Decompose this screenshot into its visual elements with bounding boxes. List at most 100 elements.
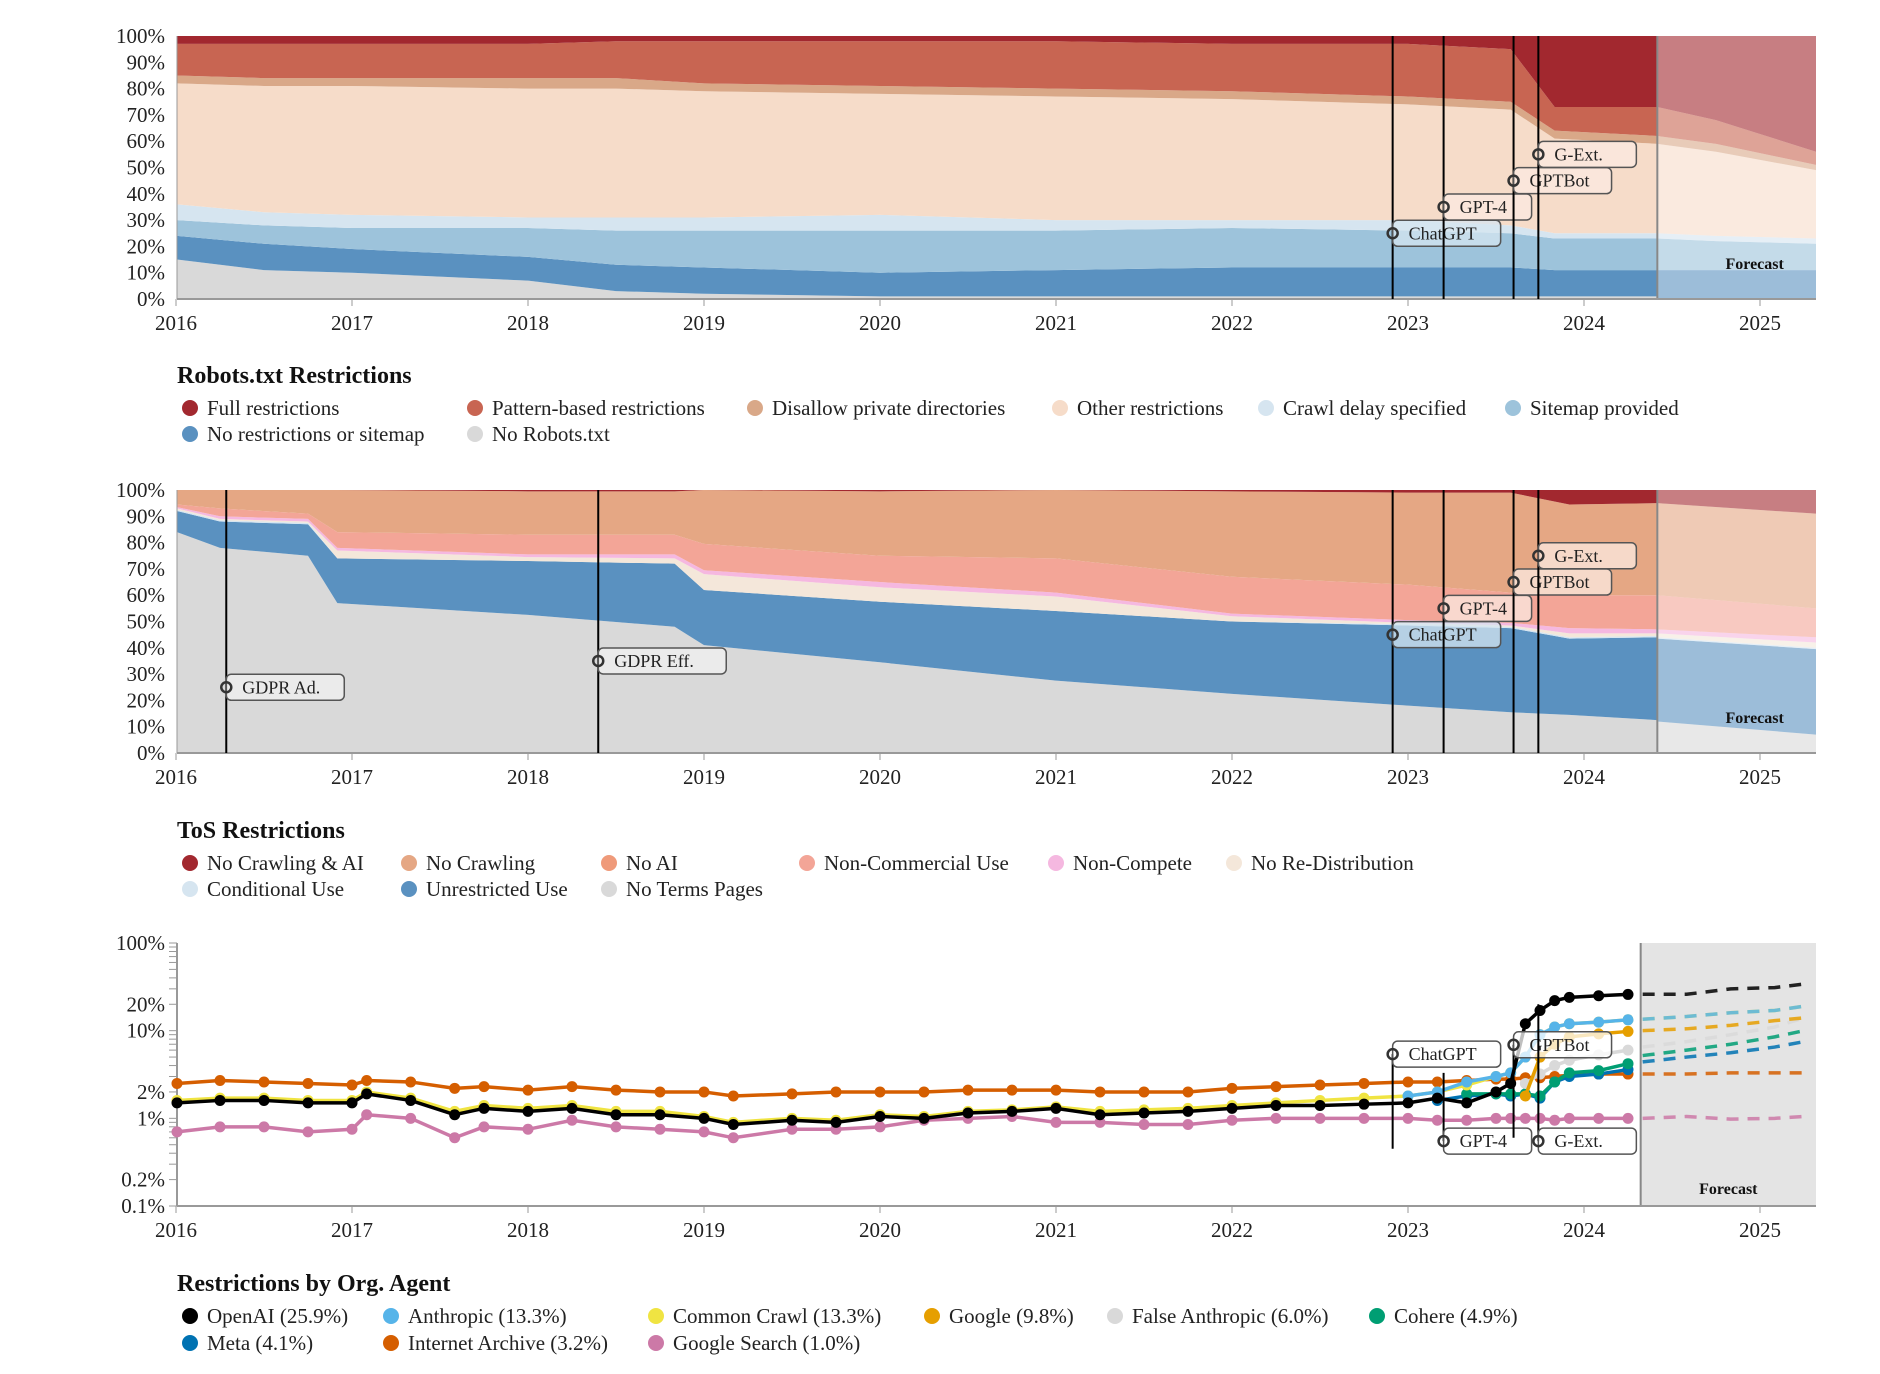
event-marker-icon xyxy=(1437,602,1450,615)
event-label: GPTBot xyxy=(1530,171,1590,191)
data-point-openai-25-9 xyxy=(1549,995,1561,1007)
y-tick-label: 50% xyxy=(127,610,166,634)
data-point-internet-archive-3-2 xyxy=(346,1079,358,1091)
y-tick-label: 2% xyxy=(137,1080,165,1104)
data-point-google-search-1-0 xyxy=(478,1121,490,1133)
data-point-openai-25-9 xyxy=(346,1097,358,1109)
legend-swatch-no-robots-txt xyxy=(467,426,483,442)
forecast-line-internet-archive-3-2 xyxy=(1642,1071,1804,1076)
legend-swatch-conditional-use xyxy=(182,881,198,897)
data-point-openai-25-9 xyxy=(302,1097,314,1109)
data-point-google-search-1-0 xyxy=(1050,1116,1062,1128)
data-point-openai-25-9 xyxy=(654,1109,666,1121)
data-point-openai-25-9 xyxy=(1094,1109,1106,1121)
data-point-google-search-1-0 xyxy=(1094,1116,1106,1128)
forecast-area-other-restrictions xyxy=(1657,143,1816,239)
legend-swatch-full-restrictions xyxy=(182,400,198,416)
series-area-other-restrictions xyxy=(177,83,1658,234)
forecast-area-conditional-use xyxy=(1657,637,1816,650)
legend-item-full-restrictions: Full restrictions xyxy=(207,396,339,420)
series-area-no-crawling-ai xyxy=(177,490,1658,505)
legend-swatch-non-commercial-use xyxy=(799,855,815,871)
data-point-openai-25-9 xyxy=(449,1109,461,1121)
legend-item-no-re-distribution: No Re-Distribution xyxy=(1251,851,1414,875)
forecast-area-no-terms-pages xyxy=(1657,721,1816,753)
forecast-line-false-anthropic-6-0 xyxy=(1642,1016,1805,1049)
y-tick-label: 10% xyxy=(127,261,166,285)
x-tick-label: 2023 xyxy=(1387,765,1429,789)
data-point-internet-archive-3-2 xyxy=(1314,1079,1326,1091)
y-tick-label: 90% xyxy=(127,504,166,528)
data-point-openai-25-9 xyxy=(522,1105,534,1117)
x-tick-label: 2021 xyxy=(1035,1218,1077,1242)
forecast-line-meta-4-1 xyxy=(1642,1039,1805,1064)
series-area-non-commercial-use xyxy=(177,504,1658,630)
x-tick-label: 2019 xyxy=(683,311,725,335)
event-label: GPT-4 xyxy=(1460,197,1507,217)
y-tick-label: 30% xyxy=(127,662,166,686)
y-tick-label: 1% xyxy=(137,1106,165,1130)
data-point-openai-25-9 xyxy=(1490,1086,1502,1098)
event-label-box xyxy=(1537,542,1638,570)
data-point-openai-25-9 xyxy=(1226,1102,1238,1114)
x-tick-label: 2023 xyxy=(1387,1218,1429,1242)
x-tick-label: 2020 xyxy=(859,311,901,335)
x-tick-label: 2022 xyxy=(1211,1218,1253,1242)
data-point-google-search-1-0 xyxy=(1549,1114,1561,1126)
series-line-openai-25-9 xyxy=(176,992,1629,1127)
x-tick-label: 2024 xyxy=(1563,311,1606,335)
legend-item-false-anthropic-6-0: False Anthropic (6.0%) xyxy=(1132,1304,1329,1328)
data-point-openai-25-9 xyxy=(874,1110,886,1122)
forecast-area-non-commercial-use xyxy=(1657,595,1816,638)
legend-item-sitemap-provided: Sitemap provided xyxy=(1530,396,1679,420)
legend-swatch-no-ai xyxy=(601,855,617,871)
tos-legend: No Crawling & AI No Crawling No AI Non-Comm… xyxy=(182,851,1414,901)
data-point-internet-archive-3-2 xyxy=(727,1090,739,1102)
robots-legend-title: Robots.txt Restrictions xyxy=(177,363,412,389)
data-point-google-search-1-0 xyxy=(610,1121,622,1133)
data-point-internet-archive-3-2 xyxy=(1358,1077,1370,1089)
forecast-area-disallow-private-directories xyxy=(1657,135,1816,171)
data-point-anthropic-13-3 xyxy=(1622,1014,1634,1026)
robots-legend: Full restrictions Pattern-based restricti… xyxy=(182,396,1679,446)
y-tick-label: 50% xyxy=(127,156,166,180)
data-point-google-search-1-0 xyxy=(786,1123,798,1135)
data-point-cohere-4-9 xyxy=(1549,1076,1561,1088)
forecast-line-cohere-4-9 xyxy=(1642,1028,1805,1058)
data-point-openai-25-9 xyxy=(1270,1100,1282,1112)
tos-legend-title: ToS Restrictions xyxy=(177,818,345,844)
data-point-internet-archive-3-2 xyxy=(171,1077,183,1089)
forecast-area-non-compete xyxy=(1657,629,1816,643)
data-point-google-search-1-0 xyxy=(405,1112,417,1124)
data-point-anthropic-13-3 xyxy=(1490,1071,1502,1083)
data-point-internet-archive-3-2 xyxy=(1050,1084,1062,1096)
agents-legend-title: Restrictions by Org. Agent xyxy=(177,1271,450,1297)
x-tick-label: 2025 xyxy=(1739,311,1781,335)
data-point-openai-25-9 xyxy=(1622,988,1634,1000)
y-tick-label: 100% xyxy=(116,931,165,955)
event-marker-icon xyxy=(1532,148,1545,161)
series-line-internet-archive-3-2 xyxy=(176,1072,1628,1098)
tos-chart: Forecast 0%10% 20%30%40%50% 60%70%80% 90%100… xyxy=(116,478,1816,789)
x-tick-label: 2020 xyxy=(859,765,901,789)
legend-item-no-crawling-ai: No Crawling & AI xyxy=(207,851,364,875)
legend-swatch-google-9-8 xyxy=(924,1308,940,1324)
event-label-box xyxy=(597,647,727,675)
legend-swatch-no-re-distribution xyxy=(1226,855,1242,871)
x-tick-label: 2018 xyxy=(507,1218,549,1242)
data-point-google-search-1-0 xyxy=(1490,1112,1502,1124)
legend-swatch-pattern-based-restrictions xyxy=(467,400,483,416)
data-point-openai-25-9 xyxy=(1314,1100,1326,1112)
y-tick-label: 90% xyxy=(127,50,166,74)
data-point-google-search-1-0 xyxy=(1534,1112,1546,1124)
event-label: GPT-4 xyxy=(1460,598,1507,618)
data-point-internet-archive-3-2 xyxy=(918,1086,930,1098)
legend-swatch-non-compete xyxy=(1048,855,1064,871)
data-point-openai-25-9 xyxy=(1402,1097,1414,1109)
event-marker-icon xyxy=(1437,1134,1450,1148)
data-point-cohere-4-9 xyxy=(1563,1067,1575,1079)
legend-item-no-crawling: No Crawling xyxy=(426,851,536,875)
data-point-google-search-1-0 xyxy=(1563,1112,1575,1124)
series-area-disallow-private-directories xyxy=(177,75,1658,144)
